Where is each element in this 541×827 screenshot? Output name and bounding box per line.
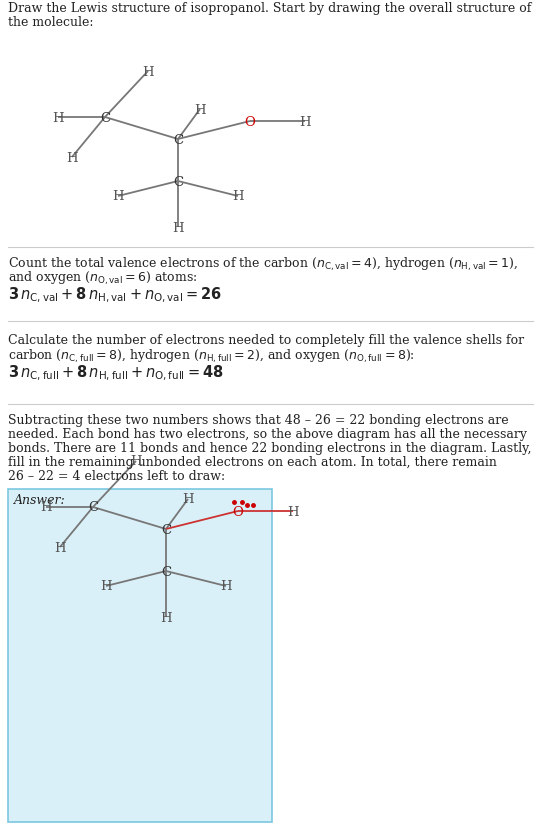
Text: carbon ($n_{\mathrm{C,full}} = 8$), hydrogen ($n_{\mathrm{H,full}} = 2$), and ox: carbon ($n_{\mathrm{C,full}} = 8$), hydr… <box>8 347 415 365</box>
Text: O: O <box>233 505 243 518</box>
Text: Subtracting these two numbers shows that 48 – 26 = 22 bonding electrons are: Subtracting these two numbers shows that… <box>8 414 509 427</box>
Text: H: H <box>160 611 172 624</box>
Text: H: H <box>172 222 184 234</box>
FancyBboxPatch shape <box>8 490 272 822</box>
Text: O: O <box>245 115 255 128</box>
Text: H: H <box>112 190 124 203</box>
Text: Count the total valence electrons of the carbon ($n_{\mathrm{C,val}} = 4$), hydr: Count the total valence electrons of the… <box>8 256 518 273</box>
Text: C: C <box>161 523 171 536</box>
Text: H: H <box>66 151 78 165</box>
Text: $\mathbf{3}\,n_{\mathrm{C,full}} + \mathbf{8}\,n_{\mathrm{H,full}} + n_{\mathrm{: $\mathbf{3}\,n_{\mathrm{C,full}} + \math… <box>8 364 223 383</box>
Text: H: H <box>54 541 66 554</box>
Text: H: H <box>182 493 194 506</box>
Text: the molecule:: the molecule: <box>8 16 94 29</box>
Text: H: H <box>287 505 299 518</box>
Text: H: H <box>100 580 112 593</box>
Text: C: C <box>173 133 183 146</box>
Text: H: H <box>130 455 142 468</box>
Text: fill in the remaining unbonded electrons on each atom. In total, there remain: fill in the remaining unbonded electrons… <box>8 456 497 468</box>
Text: C: C <box>173 175 183 189</box>
Text: Draw the Lewis structure of isopropanol. Start by drawing the overall structure : Draw the Lewis structure of isopropanol.… <box>8 2 531 15</box>
Text: H: H <box>220 580 232 593</box>
Text: $\mathbf{3}\,n_{\mathrm{C,val}} + \mathbf{8}\,n_{\mathrm{H,val}} + n_{\mathrm{O,: $\mathbf{3}\,n_{\mathrm{C,val}} + \mathb… <box>8 285 222 305</box>
Text: H: H <box>52 112 64 124</box>
Text: H: H <box>142 65 154 79</box>
Text: H: H <box>232 190 244 203</box>
Text: H: H <box>194 103 206 117</box>
Text: C: C <box>100 112 110 124</box>
Text: Answer:: Answer: <box>14 494 66 506</box>
Text: H: H <box>40 501 52 514</box>
Text: C: C <box>161 565 171 578</box>
Text: bonds. There are 11 bonds and hence 22 bonding electrons in the diagram. Lastly,: bonds. There are 11 bonds and hence 22 b… <box>8 442 531 455</box>
Text: needed. Each bond has two electrons, so the above diagram has all the necessary: needed. Each bond has two electrons, so … <box>8 428 527 441</box>
Text: Calculate the number of electrons needed to completely fill the valence shells f: Calculate the number of electrons needed… <box>8 333 524 347</box>
Text: H: H <box>299 115 311 128</box>
Text: and oxygen ($n_{\mathrm{O,val}} = 6$) atoms:: and oxygen ($n_{\mathrm{O,val}} = 6$) at… <box>8 270 197 287</box>
Text: C: C <box>88 501 98 514</box>
Text: 26 – 22 = 4 electrons left to draw:: 26 – 22 = 4 electrons left to draw: <box>8 470 225 482</box>
